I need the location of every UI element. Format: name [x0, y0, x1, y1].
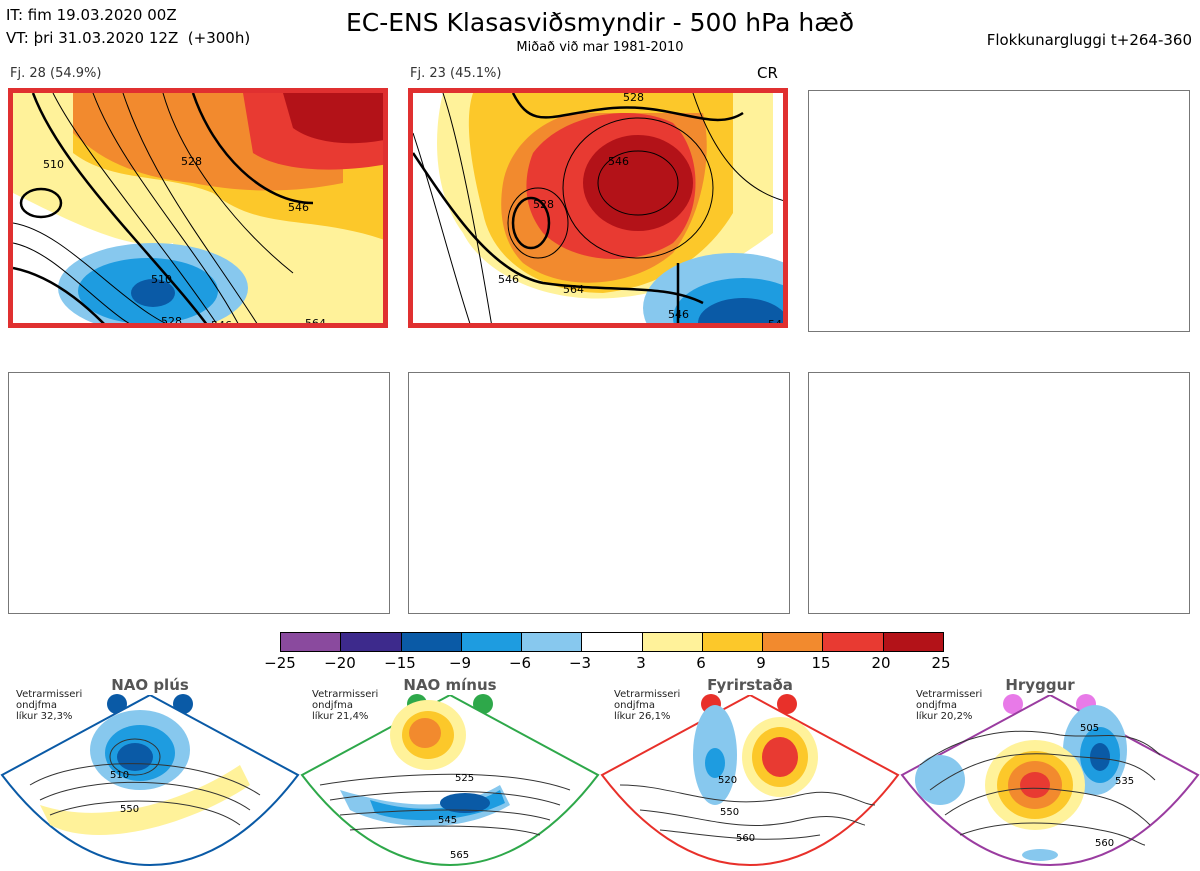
regime-4-map: 505 535 560 [900, 695, 1200, 867]
run-info: IT: fim 19.03.2020 00Z VT: þri 31.03.2020… [6, 4, 250, 50]
regime-2-map: 525 545 565 [300, 695, 600, 867]
colorbar-swatch [823, 633, 884, 651]
valid-time: VT: þri 31.03.2020 12Z (+300h) [6, 29, 251, 47]
regime-4-marker [1003, 694, 1023, 714]
regime-2-contour-label: 565 [450, 850, 469, 861]
colorbar-swatch [281, 633, 342, 651]
init-time: IT: fim 19.03.2020 00Z [6, 6, 177, 24]
colorbar-swatch [763, 633, 824, 651]
colorbar-tick: −6 [508, 654, 532, 672]
cluster-2-contour-label: 546 [768, 318, 788, 328]
regime-4-contour-label: 535 [1115, 776, 1134, 787]
colorbar-tick: −25 [264, 654, 296, 672]
cluster-2-anomaly-field: 528 546 528 546 564 546 546 [413, 93, 788, 328]
cluster-2-tag: CR [757, 64, 778, 82]
regime-2-name: NAO mínus [403, 676, 497, 694]
colorbar-swatch [883, 633, 943, 651]
empty-cluster-map [808, 90, 1190, 332]
regime-3-contour-label: 520 [718, 775, 737, 786]
cluster-1-contour-label: 510 [43, 158, 64, 171]
anomaly-colorbar [280, 632, 944, 652]
cluster-1-contour-label: 564 [305, 317, 326, 328]
regime-3-name: Fyrirstaða [707, 676, 793, 694]
empty-cluster-map [408, 372, 790, 614]
cluster-1-map[interactable]: 510 528 546 510 528 546 564 [8, 88, 388, 328]
colorbar-swatch [582, 633, 643, 651]
cluster-1-contour-label: 546 [211, 319, 232, 328]
cluster-2-contour-label: 546 [668, 308, 689, 321]
colorbar-tick: −3 [568, 654, 592, 672]
colorbar-tick: 15 [811, 654, 831, 672]
page-subtitle: Miðað við mar 1981-2010 [516, 40, 684, 55]
regime-3-contour-label: 560 [736, 833, 755, 844]
regime-3-contour-label: 550 [720, 807, 739, 818]
regime-1-contour-label: 550 [120, 804, 139, 815]
empty-cluster-map [8, 372, 390, 614]
regime-2-info: Vetrarmisseri ondjfma líkur 21,4% [312, 689, 379, 722]
cluster-1-contour-label: 528 [161, 315, 182, 328]
regime-3-map: 520 550 560 [600, 695, 900, 867]
regime-2-contour-label: 525 [455, 773, 474, 784]
cluster-2-contour-label: 528 [623, 93, 644, 104]
cluster-1-contour-label: 510 [151, 273, 172, 286]
cluster-2-label: Fj. 23 (45.1%) [410, 66, 502, 81]
colorbar-tick: −15 [384, 654, 416, 672]
regime-3-marker [777, 694, 797, 714]
regime-3-info: Vetrarmisseri ondjfma líkur 26,1% [614, 689, 681, 722]
cluster-1-contour-label: 528 [181, 155, 202, 168]
regime-1-name: NAO plús [111, 676, 189, 694]
cluster-2-contour-label: 528 [533, 198, 554, 211]
cluster-2-contour-label: 564 [563, 283, 584, 296]
colorbar-tick: 25 [931, 654, 951, 672]
cluster-2-contour-label: 546 [498, 273, 519, 286]
colorbar-swatch [341, 633, 402, 651]
colorbar-tick: −20 [324, 654, 356, 672]
cluster-1-contour-label: 546 [288, 201, 309, 214]
cluster-2-contour-label: 546 [608, 155, 629, 168]
colorbar-swatch [522, 633, 583, 651]
colorbar-swatch [702, 633, 764, 651]
colorbar-swatch [461, 633, 523, 651]
page-title: EC-ENS Klasasviðsmyndir - 500 hPa hæð [345, 8, 855, 37]
regime-1-map: 510 550 [0, 695, 300, 867]
cluster-1-label: Fj. 28 (54.9%) [10, 66, 102, 81]
regime-2-contour-label: 545 [438, 815, 457, 826]
regime-1-info: Vetrarmisseri ondjfma líkur 32,3% [16, 689, 83, 722]
colorbar-tick: 9 [756, 654, 766, 672]
classification-window: Flokkunargluggi t+264-360 [986, 31, 1192, 49]
colorbar-tick: 20 [871, 654, 891, 672]
regime-4-contour-label: 505 [1080, 723, 1099, 734]
cluster-2-map[interactable]: 528 546 528 546 564 546 546 [408, 88, 788, 328]
regime-1-contour-label: 510 [110, 770, 129, 781]
colorbar-tick: 3 [636, 654, 646, 672]
regime-4-name: Hryggur [1005, 676, 1075, 694]
colorbar-tick: 6 [696, 654, 706, 672]
regime-4-info: Vetrarmisseri ondjfma líkur 20,2% [916, 689, 983, 722]
colorbar-swatch [401, 633, 462, 651]
cluster-1-anomaly-field: 510 528 546 510 528 546 564 [13, 93, 383, 328]
colorbar-swatch [642, 633, 703, 651]
regime-4-contour-label: 560 [1095, 838, 1114, 849]
colorbar-tick: −9 [448, 654, 472, 672]
empty-cluster-map [808, 372, 1190, 614]
